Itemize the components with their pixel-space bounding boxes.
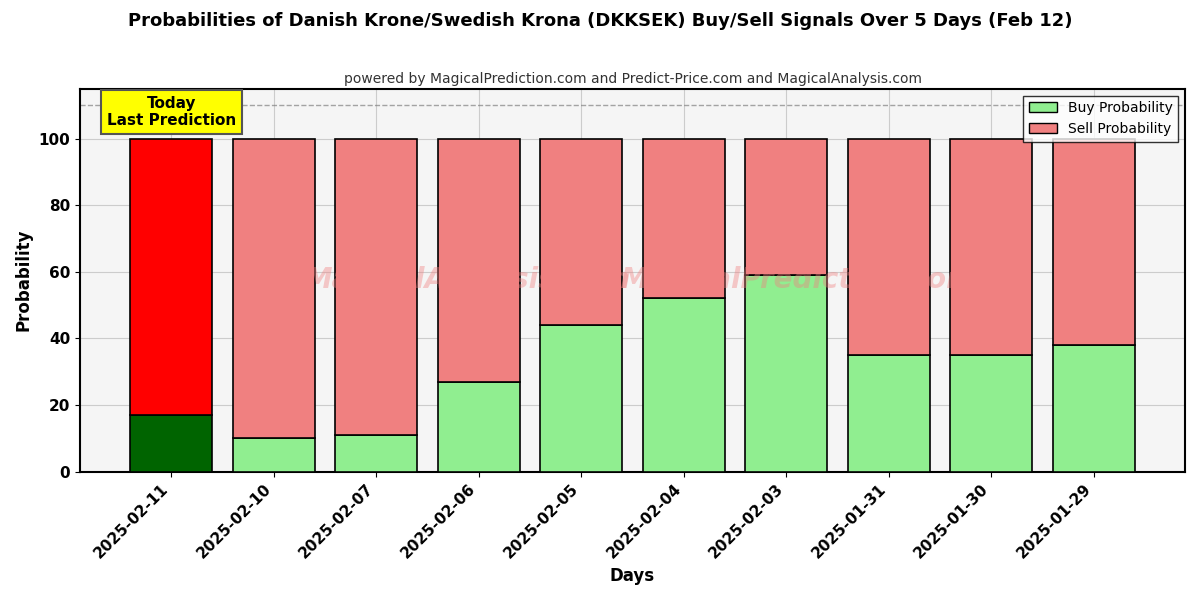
Text: Today
Last Prediction: Today Last Prediction [107, 95, 236, 128]
Bar [950, 355, 1032, 472]
Text: Probabilities of Danish Krone/Swedish Krona (DKKSEK) Buy/Sell Signals Over 5 Day: Probabilities of Danish Krone/Swedish Kr… [127, 12, 1073, 30]
Bar [643, 298, 725, 472]
Legend: Buy Probability, Sell Probability: Buy Probability, Sell Probability [1024, 95, 1178, 142]
Bar [745, 275, 827, 472]
Bar [131, 415, 212, 472]
Bar [950, 139, 1032, 355]
Bar [847, 355, 930, 472]
Title: powered by MagicalPrediction.com and Predict-Price.com and MagicalAnalysis.com: powered by MagicalPrediction.com and Pre… [343, 72, 922, 86]
Bar [233, 139, 314, 439]
Bar [335, 435, 418, 472]
Text: MagicalPrediction.com: MagicalPrediction.com [620, 266, 976, 294]
Bar [1052, 345, 1135, 472]
Bar [745, 139, 827, 275]
Bar [335, 139, 418, 435]
Bar [438, 382, 520, 472]
Bar [1052, 139, 1135, 345]
Bar [540, 325, 623, 472]
Bar [233, 439, 314, 472]
Bar [438, 139, 520, 382]
Bar [643, 139, 725, 298]
Bar [131, 139, 212, 415]
Bar [540, 139, 623, 325]
X-axis label: Days: Days [610, 567, 655, 585]
Bar [847, 139, 930, 355]
Y-axis label: Probability: Probability [14, 229, 32, 331]
Text: MagicalAnalysis.com: MagicalAnalysis.com [304, 266, 630, 294]
